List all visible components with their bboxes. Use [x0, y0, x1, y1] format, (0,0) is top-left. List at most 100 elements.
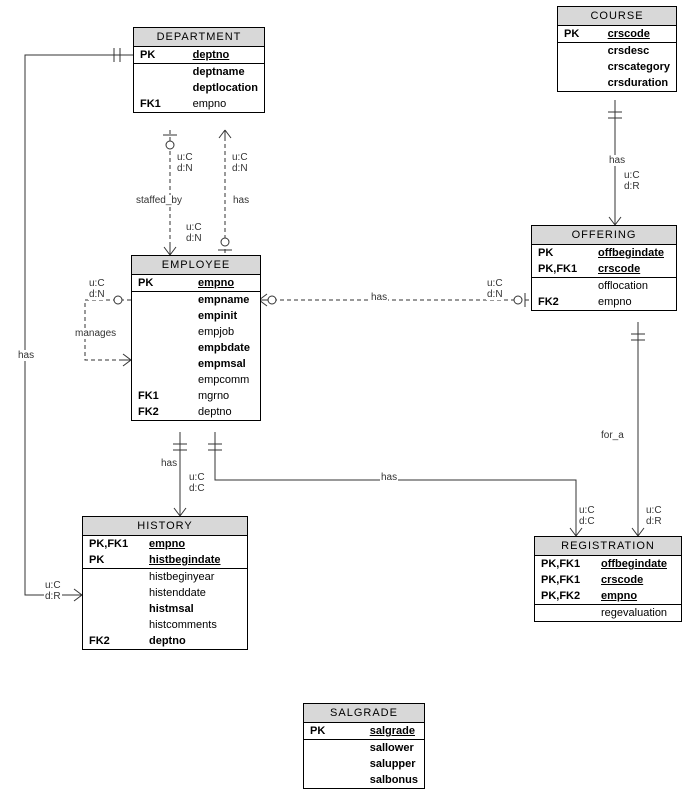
attr-name: empno — [143, 536, 247, 552]
entity-attrs: PKcrscodecrsdesccrscategorycrsduration — [558, 26, 676, 91]
key-col: PK,FK1 — [532, 261, 592, 278]
entity-course: COURSEPKcrscodecrsdesccrscategorycrsdura… — [557, 6, 677, 92]
attr-name: histenddate — [143, 585, 247, 601]
entity-offering: OFFERINGPKoffbegindatePK,FK1crscodeofflo… — [531, 225, 677, 311]
key-col: FK1 — [132, 388, 192, 404]
entity-title: HISTORY — [83, 517, 247, 536]
key-col — [132, 372, 192, 388]
card-10: u:Cd:R — [44, 580, 62, 602]
key-col — [132, 324, 192, 340]
entity-title: OFFERING — [532, 226, 676, 245]
attr-name: empno — [592, 294, 676, 310]
key-col — [83, 601, 143, 617]
attr-name: salupper — [364, 756, 424, 772]
key-col — [532, 278, 592, 295]
attr-name: mgrno — [192, 388, 260, 404]
lbl-for-a: for_a — [600, 430, 625, 441]
attr-name: deptno — [143, 633, 247, 649]
key-col: PK — [132, 275, 192, 292]
key-col: FK2 — [532, 294, 592, 310]
attr-name: offbegindate — [595, 556, 681, 572]
er-diagram: staffed_by has manages has has for_a has… — [0, 0, 690, 803]
lbl-hist-dept: has — [17, 350, 35, 361]
entity-department: DEPARTMENTPKdeptnodeptnamedeptlocationFK… — [133, 27, 265, 113]
card-3: u:Cd:N — [185, 222, 203, 244]
lbl-emp-reg: has — [380, 472, 398, 483]
attr-name: empbdate — [192, 340, 260, 356]
lbl-off-has: has — [370, 292, 388, 303]
card-1: u:Cd:N — [176, 152, 194, 174]
key-col — [132, 308, 192, 324]
entity-history: HISTORYPK,FK1empnoPKhistbegindatehistbeg… — [82, 516, 248, 650]
key-col — [132, 356, 192, 372]
attr-name: deptno — [187, 47, 264, 64]
attr-name: empmsal — [192, 356, 260, 372]
entity-title: SALGRADE — [304, 704, 424, 723]
entity-title: EMPLOYEE — [132, 256, 260, 275]
attr-name: empno — [595, 588, 681, 605]
key-col: PK — [558, 26, 602, 43]
key-col — [558, 43, 602, 60]
lbl-staffed-by: staffed_by — [135, 195, 183, 206]
attr-name: crscategory — [602, 59, 676, 75]
lbl-course-has: has — [608, 155, 626, 166]
connectors — [0, 0, 690, 803]
key-col — [304, 772, 364, 788]
key-col: PK,FK1 — [535, 572, 595, 588]
attr-name: offlocation — [592, 278, 676, 295]
key-col: FK2 — [132, 404, 192, 420]
attr-name: histcomments — [143, 617, 247, 633]
key-col — [132, 340, 192, 356]
attr-name: crscode — [592, 261, 676, 278]
attr-name: empno — [192, 275, 260, 292]
entity-attrs: PKoffbegindatePK,FK1crscodeofflocationFK… — [532, 245, 676, 310]
attr-name: deptno — [192, 404, 260, 420]
key-col — [83, 585, 143, 601]
attr-name: salbonus — [364, 772, 424, 788]
key-col: PK,FK1 — [83, 536, 143, 552]
attr-name: crsdesc — [602, 43, 676, 60]
attr-name: sallower — [364, 740, 424, 757]
attr-name: empinit — [192, 308, 260, 324]
lbl-manages: manages — [74, 328, 117, 339]
entity-attrs: PKempnoempnameempinitempjobempbdateempms… — [132, 275, 260, 420]
attr-name: empname — [192, 292, 260, 309]
attr-name: histmsal — [143, 601, 247, 617]
entity-employee: EMPLOYEEPKempnoempnameempinitempjobempbd… — [131, 255, 261, 421]
key-col — [134, 64, 187, 81]
card-9: u:Cd:C — [188, 472, 206, 494]
attr-name: offbegindate — [592, 245, 676, 261]
card-7: u:Cd:R — [645, 505, 663, 527]
attr-name: empno — [187, 96, 264, 112]
attr-name: deptlocation — [187, 80, 264, 96]
entity-title: DEPARTMENT — [134, 28, 264, 47]
attr-name: crscode — [595, 572, 681, 588]
key-col — [83, 569, 143, 586]
attr-name: deptname — [187, 64, 264, 81]
entity-attrs: PK,FK1offbegindatePK,FK1crscodePK,FK2emp… — [535, 556, 681, 621]
key-col: PK — [304, 723, 364, 740]
attr-name: histbegindate — [143, 552, 247, 569]
attr-name: salgrade — [364, 723, 424, 740]
attr-name: crsduration — [602, 75, 676, 91]
lbl-emp-hist: has — [160, 458, 178, 469]
card-8: u:Cd:C — [578, 505, 596, 527]
key-col — [304, 740, 364, 757]
card-4: u:Cd:N — [88, 278, 106, 300]
key-col: PK,FK1 — [535, 556, 595, 572]
key-col: PK — [134, 47, 187, 64]
attr-name: crscode — [602, 26, 676, 43]
key-col: FK2 — [83, 633, 143, 649]
entity-title: COURSE — [558, 7, 676, 26]
key-col: PK,FK2 — [535, 588, 595, 605]
key-col: FK1 — [134, 96, 187, 112]
entity-attrs: PKdeptnodeptnamedeptlocationFK1empno — [134, 47, 264, 112]
entity-attrs: PKsalgradesallowersaluppersalbonus — [304, 723, 424, 788]
attr-name: histbeginyear — [143, 569, 247, 586]
key-col: PK — [83, 552, 143, 569]
card-6: u:Cd:N — [486, 278, 504, 300]
attr-name: empjob — [192, 324, 260, 340]
key-col — [83, 617, 143, 633]
key-col — [558, 59, 602, 75]
key-col: PK — [532, 245, 592, 261]
